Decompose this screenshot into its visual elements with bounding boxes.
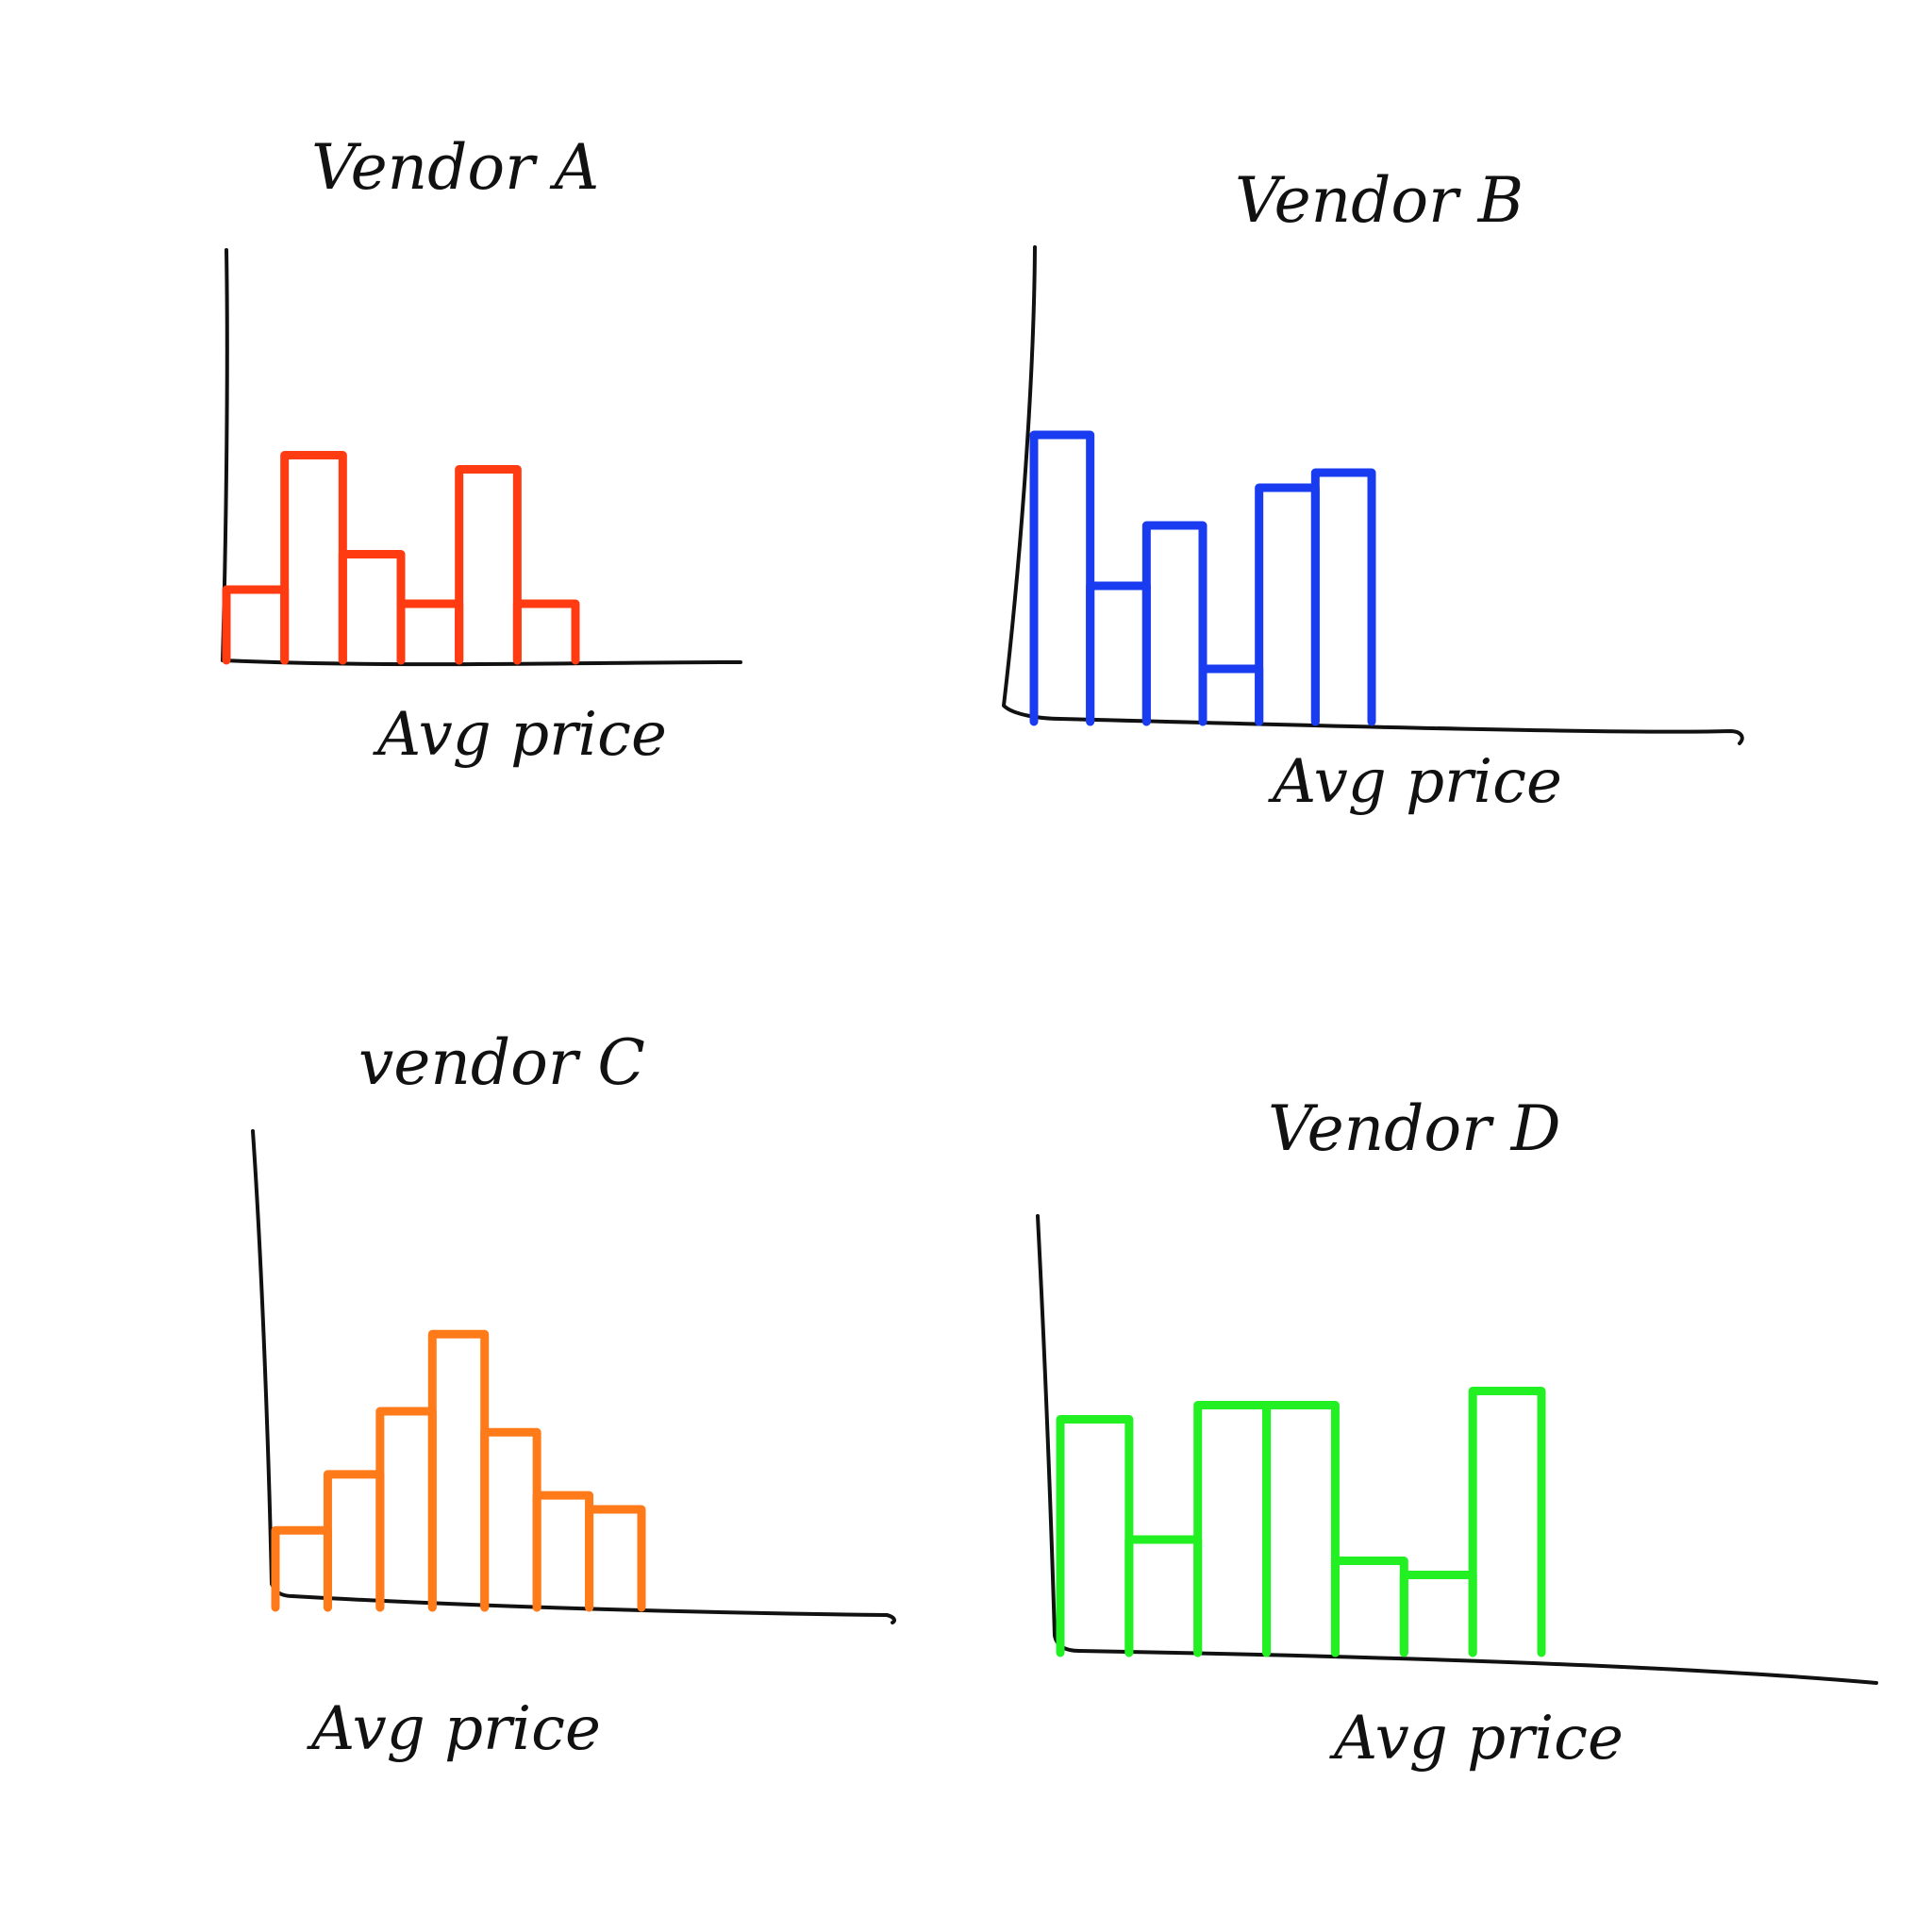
bar xyxy=(338,550,406,665)
bar xyxy=(1310,468,1376,726)
bar xyxy=(1056,1415,1134,1657)
x-axis xyxy=(291,1594,896,1624)
chart-title: Vendor B xyxy=(1235,164,1524,237)
x-axis xyxy=(221,658,742,667)
bar xyxy=(280,451,347,665)
chart-vendor-a-svg: Vendor A Avg price xyxy=(221,131,742,770)
x-axis-label: Avg price xyxy=(307,1694,601,1764)
chart-vendor-d: Vendor D Avg price xyxy=(966,966,1932,1932)
bar xyxy=(1029,430,1095,726)
bar xyxy=(222,585,290,665)
chart-vendor-b-svg: Vendor B Avg price xyxy=(1002,164,1744,817)
bars xyxy=(1029,430,1376,726)
bars xyxy=(271,1329,646,1612)
bar xyxy=(455,465,522,665)
chart-vendor-c-svg: vendor C Avg price xyxy=(251,1026,896,1764)
chart-vendor-c: vendor C Avg price xyxy=(0,966,966,1932)
y-axis xyxy=(1002,245,1062,721)
bar xyxy=(1468,1387,1546,1657)
x-axis xyxy=(1077,1649,1878,1685)
bar xyxy=(532,1491,594,1612)
chart-vendor-b: Vendor B Avg price xyxy=(966,0,1932,966)
x-axis-label: Avg price xyxy=(1329,1704,1624,1774)
bars xyxy=(1056,1387,1546,1657)
bar xyxy=(1198,664,1264,726)
bar xyxy=(396,599,464,665)
bar xyxy=(1255,483,1320,726)
chart-vendor-d-svg: Vendor D Avg price xyxy=(1036,1092,1878,1774)
bar xyxy=(1141,521,1208,726)
bar xyxy=(1193,1401,1272,1657)
bar xyxy=(1399,1571,1477,1657)
x-axis-label: Avg price xyxy=(1268,747,1562,817)
x-axis xyxy=(1058,717,1744,745)
bar xyxy=(323,1470,385,1612)
chart-title: Vendor D xyxy=(1268,1092,1561,1165)
bar xyxy=(1086,581,1151,726)
bar xyxy=(1124,1535,1203,1657)
chart-title: Vendor A xyxy=(311,131,599,204)
bar xyxy=(1330,1557,1408,1657)
bar xyxy=(585,1505,646,1612)
bar xyxy=(480,1427,541,1612)
bar xyxy=(512,599,580,665)
bar xyxy=(375,1407,437,1612)
bars xyxy=(222,451,580,665)
chart-title: vendor C xyxy=(358,1026,645,1099)
x-axis-label: Avg price xyxy=(373,700,667,770)
bar xyxy=(1262,1401,1340,1657)
bar xyxy=(427,1329,490,1612)
chart-vendor-a: Vendor A Avg price xyxy=(0,0,966,966)
